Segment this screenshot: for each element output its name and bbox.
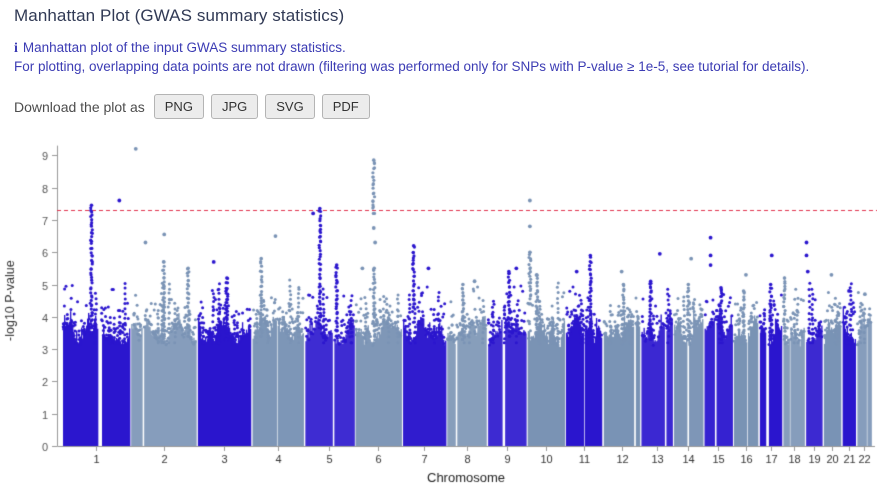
- info-text-line1: Manhattan plot of the input GWAS summary…: [22, 40, 346, 55]
- info-icon: i: [14, 41, 18, 56]
- download-jpg-button[interactable]: JPG: [210, 94, 259, 119]
- download-png-button[interactable]: PNG: [153, 94, 204, 119]
- manhattan-plot-canvas: [0, 130, 877, 497]
- download-label: Download the plot as: [14, 98, 145, 115]
- download-svg-button[interactable]: SVG: [265, 94, 315, 119]
- download-row: Download the plot as PNG JPG SVG PDF: [14, 94, 377, 119]
- page-title: Manhattan Plot (GWAS summary statistics): [14, 6, 345, 25]
- info-text-line2: For plotting, overlapping data points ar…: [14, 59, 810, 74]
- info-block: i Manhattan plot of the input GWAS summar…: [14, 39, 809, 76]
- download-pdf-button[interactable]: PDF: [321, 94, 370, 119]
- info-line-1: i Manhattan plot of the input GWAS summar…: [14, 39, 809, 58]
